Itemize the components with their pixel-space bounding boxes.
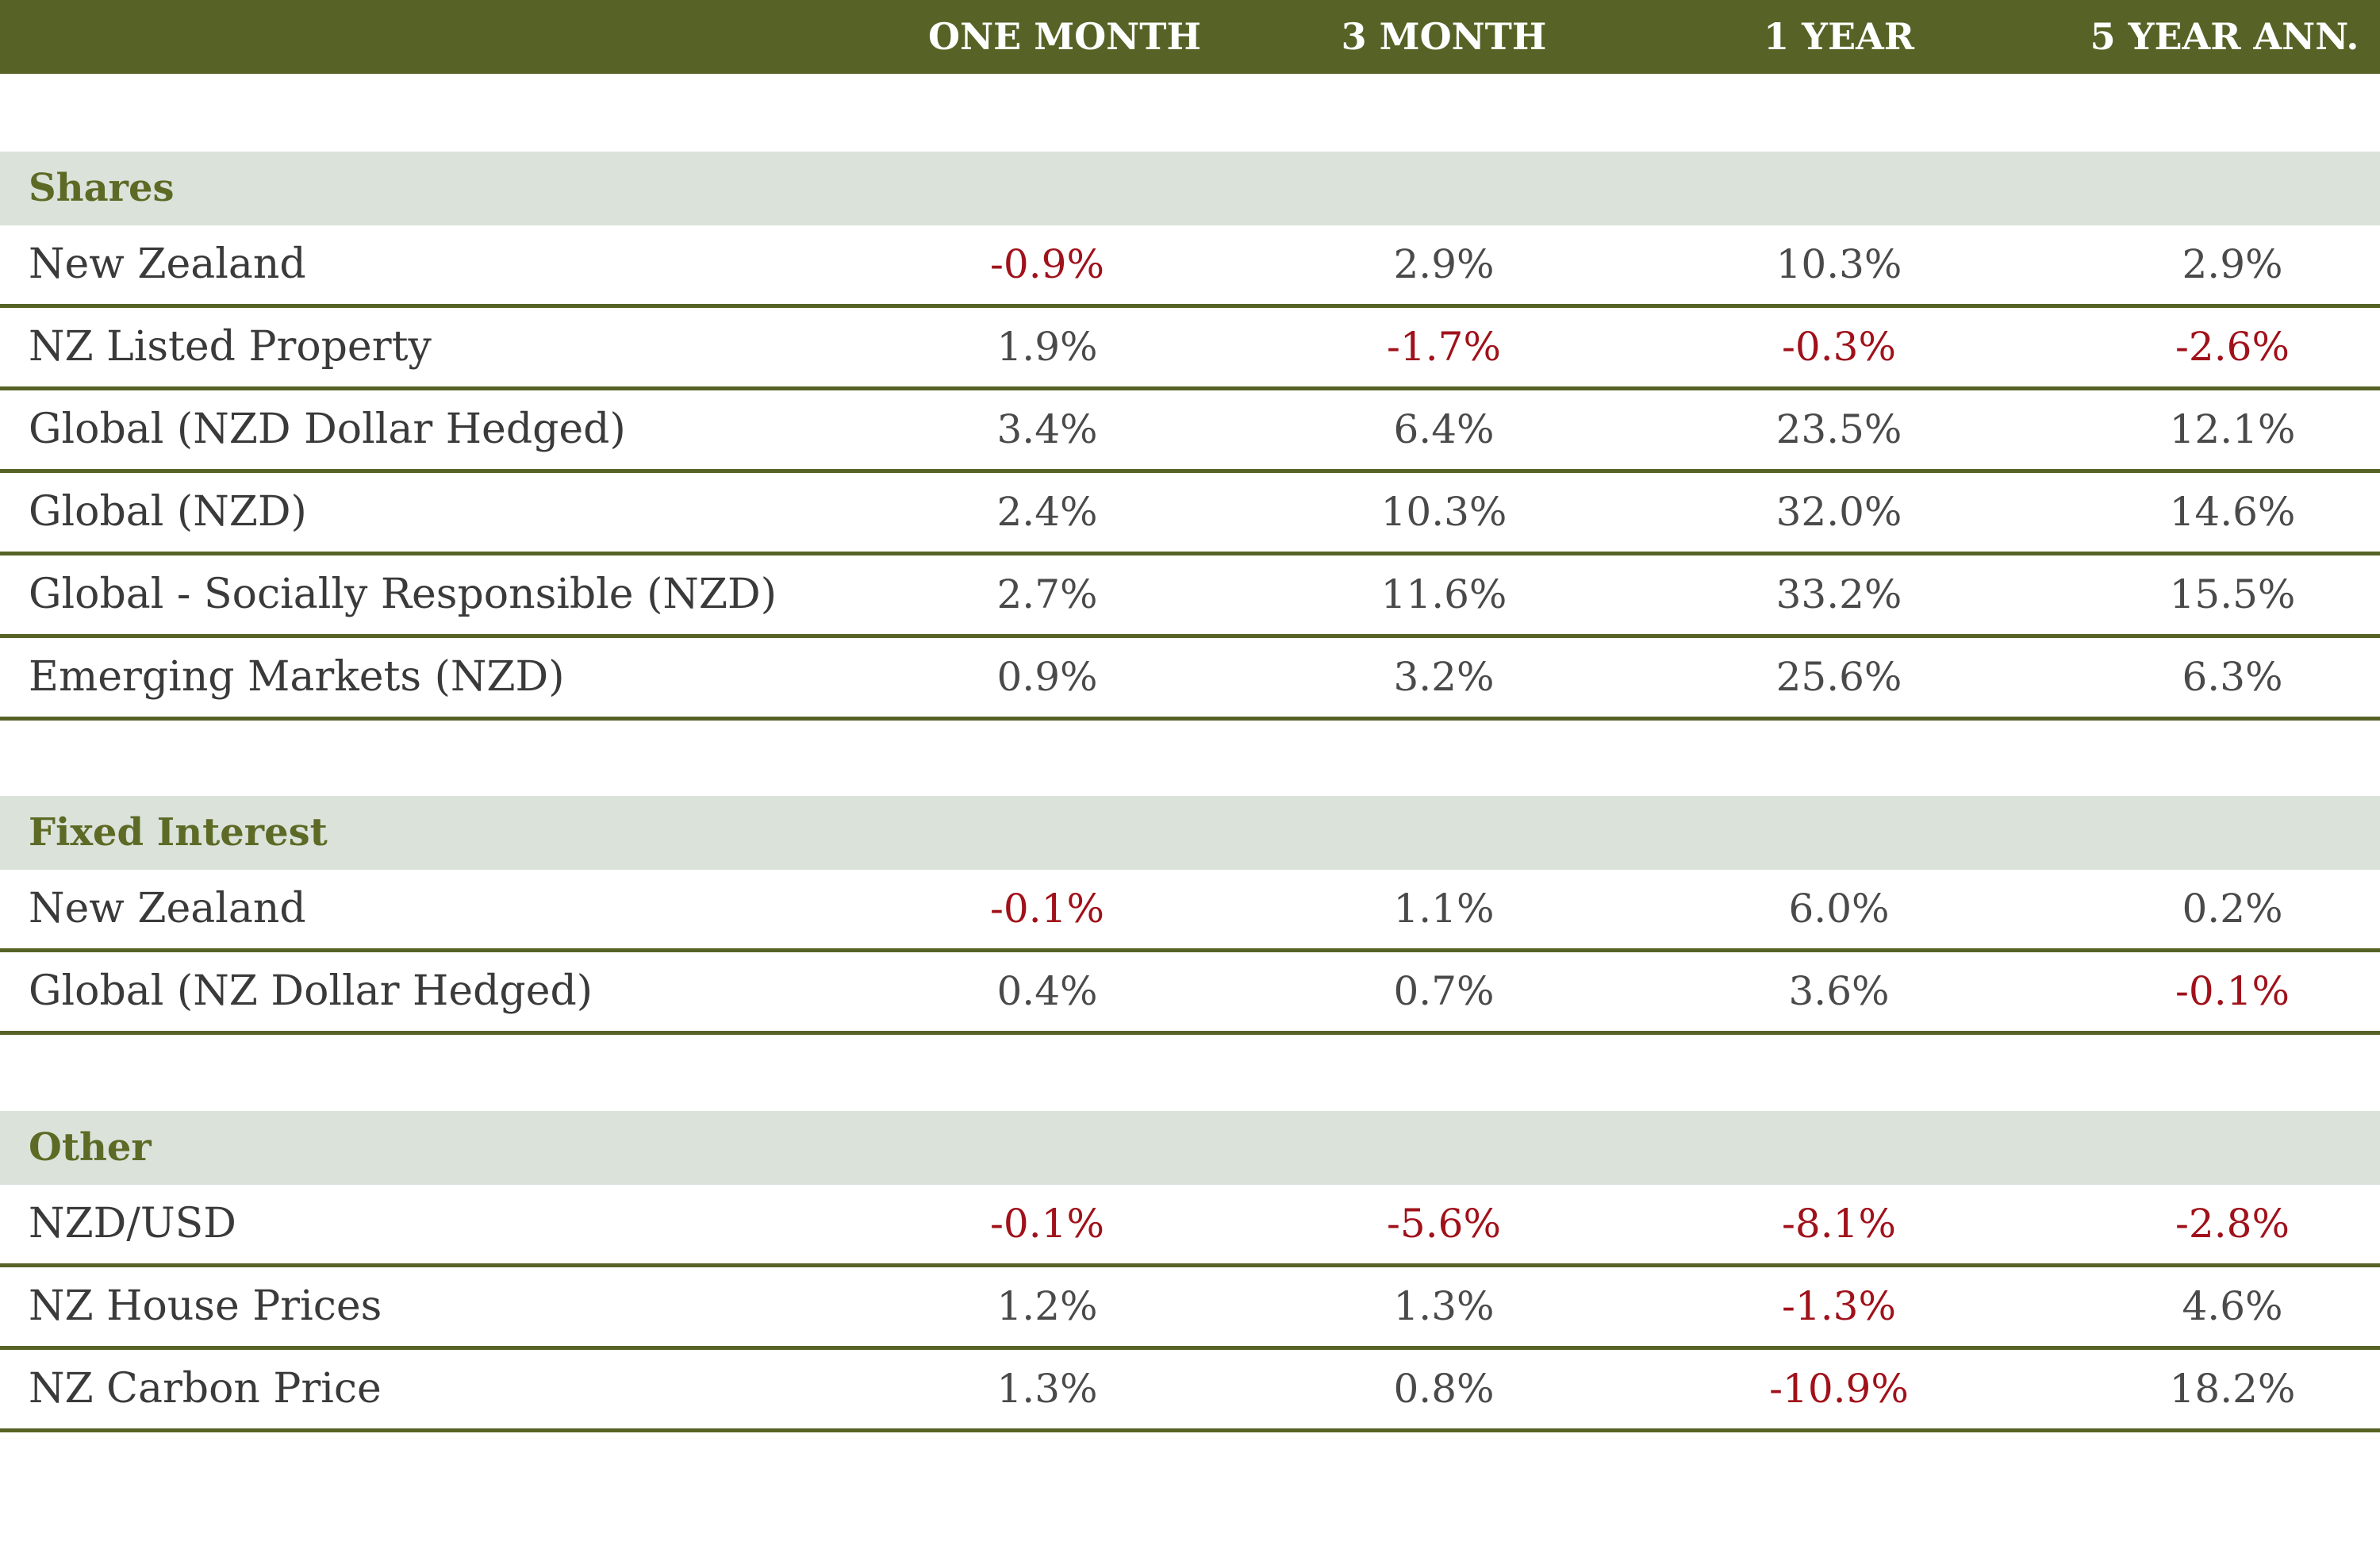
row-label: Global (NZD): [29, 488, 307, 536]
column-header-one-month: ONE MONTH: [928, 15, 1201, 58]
value-cell: 32.0%: [1775, 489, 1902, 535]
value-cell: 2.9%: [2182, 241, 2283, 287]
table-row: NZ Listed Property 1.9% -1.7% -0.3% -2.6%: [0, 308, 2380, 390]
row-divider: [0, 304, 2380, 308]
value-cell: -10.9%: [1769, 1366, 1909, 1412]
row-divider: [0, 469, 2380, 473]
row-divider: [0, 717, 2380, 721]
row-label: Global - Socially Responsible (NZD): [29, 571, 777, 618]
value-cell: 0.7%: [1393, 968, 1495, 1014]
row-divider: [0, 552, 2380, 555]
row-label: Global (NZ Dollar Hedged): [29, 967, 593, 1015]
value-cell: -1.3%: [1782, 1283, 1896, 1329]
value-cell: 2.7%: [996, 571, 1098, 617]
value-cell: 12.1%: [2169, 406, 2296, 452]
table-row: NZD/USD -0.1% -5.6% -8.1% -2.8%: [0, 1185, 2380, 1267]
row-divider: [0, 1031, 2380, 1035]
value-cell: 11.6%: [1380, 571, 1507, 617]
section-header-other: Other: [0, 1111, 2380, 1185]
row-label: NZ House Prices: [29, 1282, 382, 1330]
value-cell: 25.6%: [1775, 654, 1902, 700]
value-cell: 14.6%: [2169, 489, 2296, 535]
value-cell: 0.9%: [996, 654, 1098, 700]
row-divider: [0, 386, 2380, 390]
value-cell: -5.6%: [1387, 1201, 1501, 1247]
value-cell: 18.2%: [2169, 1366, 2296, 1412]
value-cell: 23.5%: [1775, 406, 1902, 452]
row-label: NZD/USD: [29, 1200, 236, 1247]
value-cell: -0.9%: [990, 241, 1104, 287]
table-row: New Zealand -0.1% 1.1% 6.0% 0.2%: [0, 870, 2380, 952]
section-label: Other: [29, 1125, 152, 1170]
value-cell: -8.1%: [1782, 1201, 1896, 1247]
value-cell: 10.3%: [1775, 241, 1902, 287]
value-cell: 1.9%: [996, 324, 1098, 370]
section-label: Fixed Interest: [29, 810, 328, 855]
value-cell: -0.1%: [990, 1201, 1104, 1247]
table-row: NZ House Prices 1.2% 1.3% -1.3% 4.6%: [0, 1267, 2380, 1350]
row-divider: [0, 1263, 2380, 1267]
value-cell: 0.8%: [1393, 1366, 1495, 1412]
row-label: New Zealand: [29, 240, 306, 288]
section-header-fixed-interest: Fixed Interest: [0, 796, 2380, 870]
column-header-3-month: 3 MONTH: [1341, 15, 1547, 58]
value-cell: -1.7%: [1387, 324, 1501, 370]
row-divider: [0, 1346, 2380, 1350]
value-cell: 2.9%: [1393, 241, 1495, 287]
value-cell: -2.8%: [2175, 1201, 2290, 1247]
value-cell: -2.6%: [2175, 324, 2290, 370]
value-cell: 3.6%: [1788, 968, 1890, 1014]
table-header: ONE MONTH 3 MONTH 1 YEAR 5 YEAR ANN.: [0, 0, 2380, 74]
value-cell: 6.3%: [2182, 654, 2283, 700]
value-cell: 6.0%: [1788, 886, 1890, 932]
value-cell: 6.4%: [1393, 406, 1495, 452]
value-cell: -0.3%: [1782, 324, 1896, 370]
value-cell: 1.2%: [996, 1283, 1098, 1329]
table-row: Global (NZD Dollar Hedged) 3.4% 6.4% 23.5% 1…: [0, 390, 2380, 473]
table-row: Emerging Markets (NZD) 0.9% 3.2% 25.6% 6.3%: [0, 638, 2380, 721]
row-label: Global (NZD Dollar Hedged): [29, 406, 626, 453]
value-cell: 1.3%: [1393, 1283, 1495, 1329]
table-row: Global (NZD) 2.4% 10.3% 32.0% 14.6%: [0, 473, 2380, 555]
row-divider: [0, 634, 2380, 638]
value-cell: 10.3%: [1380, 489, 1507, 535]
value-cell: 0.4%: [996, 968, 1098, 1014]
row-label: NZ Carbon Price: [29, 1365, 382, 1413]
value-cell: 1.1%: [1393, 886, 1495, 932]
value-cell: 0.2%: [2182, 886, 2283, 932]
value-cell: 1.3%: [996, 1366, 1098, 1412]
table-row: New Zealand -0.9% 2.9% 10.3% 2.9%: [0, 225, 2380, 308]
value-cell: 2.4%: [996, 489, 1098, 535]
section-header-shares: Shares: [0, 152, 2380, 225]
value-cell: 3.2%: [1393, 654, 1495, 700]
row-label: New Zealand: [29, 885, 306, 932]
value-cell: -0.1%: [2175, 968, 2290, 1014]
table-row: Global - Socially Responsible (NZD) 2.7% 1…: [0, 555, 2380, 638]
column-header-5-year-ann: 5 YEAR ANN.: [2090, 15, 2359, 58]
value-cell: -0.1%: [990, 886, 1104, 932]
table-row: Global (NZ Dollar Hedged) 0.4% 0.7% 3.6% -0.…: [0, 952, 2380, 1035]
value-cell: 4.6%: [2182, 1283, 2283, 1329]
row-divider: [0, 948, 2380, 952]
value-cell: 3.4%: [996, 406, 1098, 452]
value-cell: 15.5%: [2169, 571, 2296, 617]
section-label: Shares: [29, 166, 175, 210]
row-divider: [0, 1428, 2380, 1432]
row-label: Emerging Markets (NZD): [29, 653, 565, 701]
row-label: NZ Listed Property: [29, 323, 432, 371]
table-row: NZ Carbon Price 1.3% 0.8% -10.9% 18.2%: [0, 1350, 2380, 1432]
column-header-1-year: 1 YEAR: [1764, 15, 1914, 58]
value-cell: 33.2%: [1775, 571, 1902, 617]
